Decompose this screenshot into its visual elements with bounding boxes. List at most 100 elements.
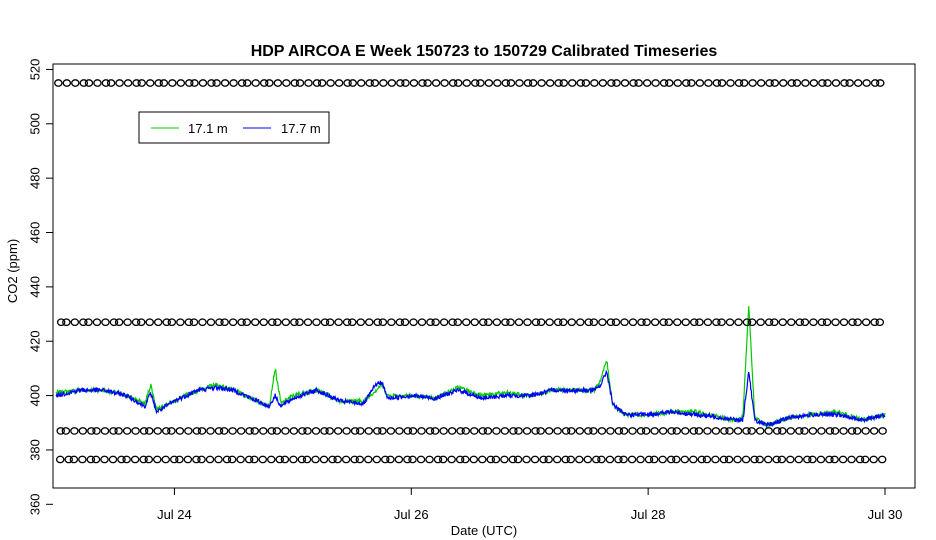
reference-point — [70, 427, 79, 435]
reference-point — [681, 318, 691, 327]
reference-point — [831, 318, 840, 327]
reference-point — [356, 318, 365, 327]
reference-point — [258, 427, 268, 435]
reference-point — [455, 455, 465, 464]
series-line-17-7-m — [55, 369, 886, 429]
reference-point — [242, 79, 252, 87]
reference-point — [462, 79, 471, 87]
reference-point — [772, 455, 781, 464]
reference-point — [430, 427, 440, 435]
reference-point — [712, 79, 722, 87]
reference-point — [161, 427, 171, 435]
reference-point — [838, 455, 848, 464]
reference-point — [628, 427, 637, 435]
reference-point — [747, 427, 756, 435]
reference-point — [725, 427, 734, 435]
reference-point — [576, 318, 585, 327]
reference-point — [823, 79, 832, 87]
reference-point — [447, 427, 457, 435]
reference-point — [342, 427, 351, 435]
reference-point — [91, 455, 101, 464]
reference-point — [875, 318, 885, 327]
reference-point — [792, 79, 802, 87]
reference-point — [265, 79, 274, 87]
reference-point — [303, 427, 312, 435]
reference-point — [214, 455, 223, 464]
reference-point — [403, 427, 413, 435]
reference-point — [522, 455, 531, 464]
reference-point — [619, 427, 629, 435]
reference-point — [607, 79, 616, 87]
reference-point — [378, 427, 387, 435]
reference-point — [302, 455, 312, 464]
reference-point — [659, 79, 669, 87]
reference-point — [273, 79, 283, 87]
reference-point — [544, 455, 553, 464]
reference-point — [649, 455, 659, 464]
reference-point — [395, 427, 404, 435]
reference-point — [440, 79, 449, 87]
reference-point — [190, 79, 199, 87]
reference-point — [755, 427, 765, 435]
reference-point — [222, 455, 232, 464]
reference-point — [786, 455, 795, 464]
reference-point — [212, 79, 221, 87]
reference-point — [787, 318, 796, 327]
reference-point — [589, 318, 599, 327]
reference-point — [431, 79, 441, 87]
reference-point — [109, 427, 118, 435]
reference-point — [453, 79, 463, 87]
reference-point — [423, 79, 432, 87]
reference-point — [228, 427, 237, 435]
reference-point — [739, 79, 749, 87]
reference-point — [244, 455, 254, 464]
reference-point — [144, 455, 154, 464]
reference-point — [689, 318, 699, 327]
reference-point — [453, 318, 463, 327]
reference-point — [461, 427, 471, 435]
x-axis-label: Date (UTC) — [451, 523, 517, 538]
reference-point — [830, 455, 839, 464]
reference-point — [808, 427, 818, 435]
reference-point — [136, 318, 146, 327]
reference-point — [667, 427, 676, 435]
reference-point — [259, 79, 269, 87]
reference-point — [531, 427, 540, 435]
reference-point — [733, 427, 743, 435]
reference-point — [373, 318, 382, 327]
reference-point — [689, 427, 699, 435]
reference-point — [395, 318, 405, 327]
reference-point — [394, 455, 404, 464]
reference-point — [159, 79, 169, 87]
reference-point — [62, 79, 72, 87]
reference-point — [794, 455, 804, 464]
y-tick-label-480: 480 — [27, 167, 42, 189]
reference-point — [878, 427, 887, 435]
reference-point — [605, 455, 615, 464]
reference-point — [219, 427, 229, 435]
reference-point — [192, 427, 202, 435]
reference-point — [185, 79, 194, 87]
reference-point — [341, 455, 351, 464]
reference-point — [478, 427, 488, 435]
reference-point — [637, 318, 646, 327]
reference-point — [364, 427, 374, 435]
reference-point — [501, 79, 511, 87]
reference-point — [703, 427, 712, 435]
reference-point — [545, 318, 554, 327]
reference-point — [139, 427, 149, 435]
reference-point — [575, 427, 585, 435]
reference-point — [236, 427, 246, 435]
reference-point — [840, 79, 849, 87]
reference-point — [861, 427, 870, 435]
reference-level-376.5 — [55, 455, 887, 464]
reference-point — [770, 79, 780, 87]
reference-point — [198, 318, 207, 327]
reference-point — [620, 79, 630, 87]
y-tick-label-400: 400 — [27, 385, 42, 407]
reference-point — [673, 79, 683, 87]
reference-point — [175, 455, 184, 464]
reference-point — [470, 318, 479, 327]
reference-point — [651, 79, 660, 87]
reference-point — [614, 427, 624, 435]
